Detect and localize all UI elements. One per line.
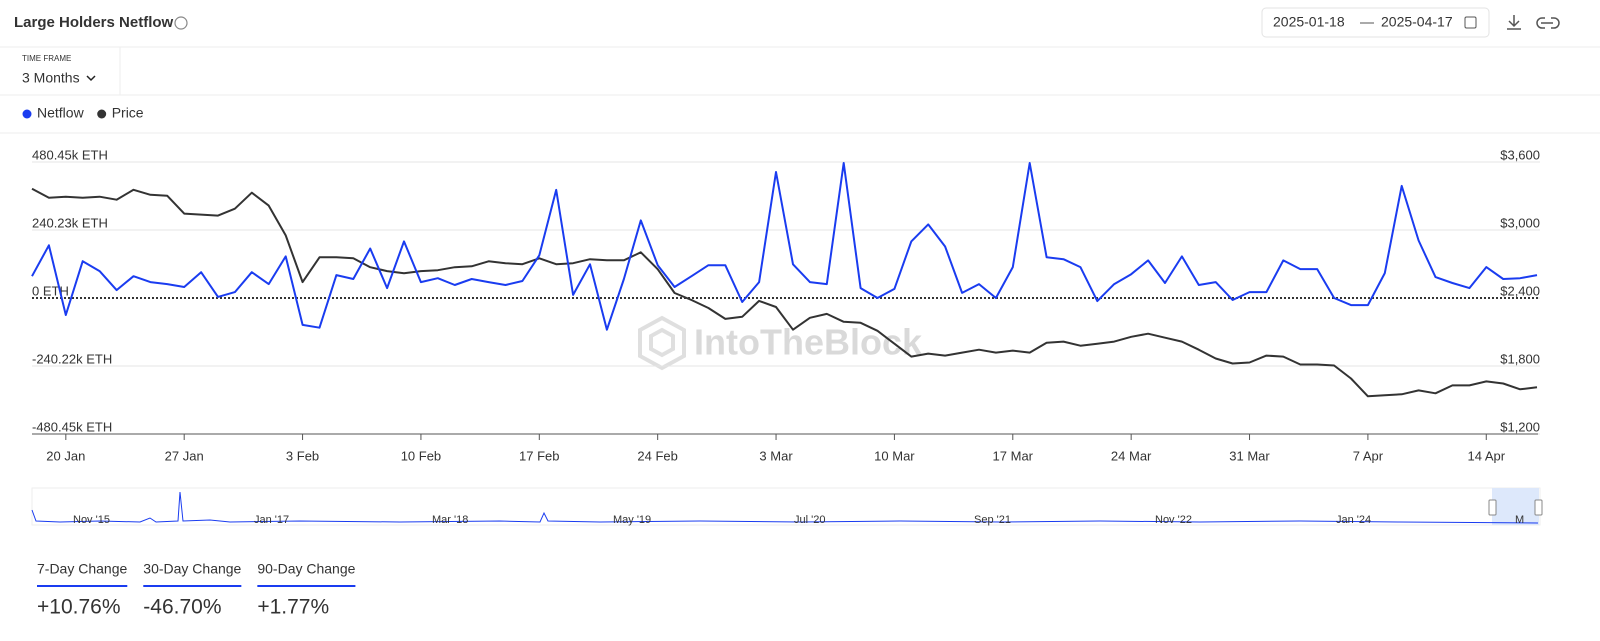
change-value: +10.76% [37, 596, 121, 619]
y2-tick-label: $1,200 [1500, 419, 1540, 434]
help-icon[interactable] [174, 16, 188, 30]
navigator[interactable] [31, 487, 1541, 526]
watermark-text: IntoTheBlock [694, 322, 923, 363]
y-tick-label: -480.45k ETH [32, 419, 112, 434]
watermark-logo [638, 315, 686, 371]
navigator-handle[interactable] [1488, 499, 1497, 516]
navigator-label: M [1515, 514, 1524, 526]
navigator-selection[interactable] [1492, 488, 1539, 525]
y2-tick-label: $1,800 [1500, 351, 1540, 366]
y-tick-label: 240.23k ETH [32, 215, 108, 230]
navigator-handle[interactable] [1534, 499, 1543, 516]
navigator-label: Nov '22 [1155, 514, 1192, 526]
y-tick-label: 0 ETH [32, 283, 69, 298]
legend-marker [97, 109, 107, 119]
change-label[interactable]: 7-Day Change [37, 561, 127, 577]
x-tick-label: 10 Mar [874, 448, 915, 463]
change-value: +1.77% [257, 596, 329, 619]
x-tick-label: 17 Mar [993, 448, 1034, 463]
series-line [31, 162, 1538, 331]
x-tick-label: 31 Mar [1229, 448, 1270, 463]
navigator-label: Nov '15 [73, 514, 110, 526]
x-tick-label: 20 Jan [46, 448, 85, 463]
y-tick-label: 480.45k ETH [32, 147, 108, 162]
download-icon[interactable] [1507, 15, 1521, 30]
navigator-label: Sep '21 [974, 514, 1011, 526]
navigator-line [31, 491, 1539, 524]
x-tick-label: 7 Apr [1353, 448, 1384, 463]
navigator-label: Jul '20 [794, 514, 825, 526]
x-tick-label: 17 Feb [519, 448, 559, 463]
time-frame-label: TIME FRAME [22, 54, 71, 63]
time-frame-value[interactable]: 3 Months [22, 70, 80, 86]
x-tick-label: 27 Jan [165, 448, 204, 463]
x-tick-label: 14 Apr [1467, 448, 1505, 463]
legend-marker [22, 109, 32, 119]
x-tick-label: 3 Feb [286, 448, 319, 463]
calendar-icon [1464, 16, 1477, 29]
y-tick-label: -240.22k ETH [32, 351, 112, 366]
chart-title: Large Holders Netflow [14, 14, 174, 31]
series-line [31, 187, 1538, 398]
link-icon[interactable] [1536, 17, 1560, 29]
y2-tick-label: $3,600 [1500, 147, 1540, 162]
legend-label[interactable]: Price [112, 105, 144, 121]
change-label[interactable]: 90-Day Change [257, 561, 355, 577]
date-range-picker[interactable] [1261, 7, 1490, 38]
x-tick-label: 10 Feb [401, 448, 441, 463]
x-tick-label: 24 Feb [637, 448, 677, 463]
navigator-label: May '19 [613, 514, 651, 526]
change-label[interactable]: 30-Day Change [143, 561, 241, 577]
navigator-label: Jan '24 [1336, 514, 1371, 526]
dropdown-chevron [86, 75, 96, 82]
x-tick-label: 24 Mar [1111, 448, 1152, 463]
navigator-label: Mar '18 [432, 514, 468, 526]
legend-label[interactable]: Netflow [37, 105, 85, 121]
y2-tick-label: $2,400 [1500, 283, 1540, 298]
date-end: 2025-04-17 [1381, 14, 1453, 30]
watermark: IntoTheBlock [638, 315, 923, 371]
x-tick-label: 3 Mar [759, 448, 793, 463]
y2-tick-label: $3,000 [1500, 215, 1540, 230]
date-start: 2025-01-18 [1273, 14, 1345, 30]
change-value: -46.70% [143, 596, 221, 619]
navigator-label: Jan '17 [254, 514, 289, 526]
